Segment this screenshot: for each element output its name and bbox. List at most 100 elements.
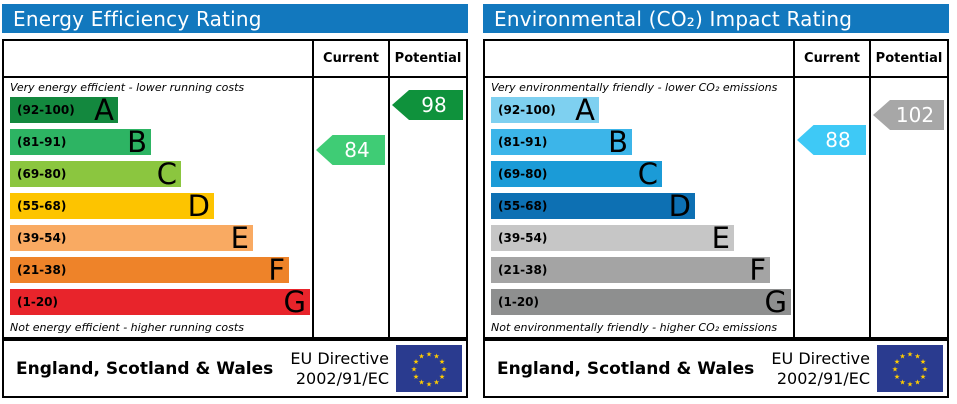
current-rating-arrow: 88 [797, 125, 866, 155]
svg-text:★: ★ [899, 379, 905, 387]
band-range: (39-54) [17, 231, 67, 245]
band-range: (21-38) [17, 263, 67, 277]
potential-column: 102 [869, 78, 947, 337]
svg-text:★: ★ [439, 373, 445, 381]
band-c: (69-80) C [10, 157, 181, 191]
band-c: (69-80) C [491, 157, 662, 191]
band-row-e: (39-54) E [10, 221, 310, 257]
band-range: (21-38) [498, 263, 548, 277]
band-row-d: (55-68) D [491, 192, 791, 225]
svg-text:★: ★ [894, 373, 900, 381]
svg-text:★: ★ [892, 366, 898, 374]
svg-text:★: ★ [411, 366, 417, 374]
band-letter: A [94, 93, 114, 127]
eu-directive-label: EU Directive 2002/91/EC [771, 349, 870, 388]
band-a: (92-100) A [10, 93, 118, 127]
rating-bands: (92-100) A (81-91) B (69-80) C [491, 93, 791, 321]
band-a: (92-100) A [491, 93, 599, 127]
bottom-caption: Not environmentally friendly - higher CO… [491, 321, 778, 334]
band-row-b: (81-91) B [491, 125, 791, 161]
energy-efficiency-panel: Energy Efficiency Rating Current Potenti… [2, 4, 468, 398]
band-d: (55-68) D [491, 192, 695, 221]
band-b: (81-91) B [491, 125, 632, 159]
svg-text:★: ★ [441, 366, 447, 374]
top-caption: Very energy efficient - lower running co… [10, 81, 245, 94]
footer: England, Scotland & Wales EU Directive 2… [483, 339, 949, 398]
band-row-a: (92-100) A [10, 93, 310, 129]
svg-text:★: ★ [914, 379, 920, 387]
top-caption: Very environmentally friendly - lower CO… [491, 81, 778, 94]
band-range: (92-100) [498, 103, 556, 117]
svg-text:★: ★ [413, 358, 419, 366]
band-d: (55-68) D [10, 189, 214, 223]
band-range: (81-91) [17, 135, 67, 149]
band-g: (1-20) G [10, 285, 310, 319]
rating-bands: (92-100) A (81-91) B (69-80) C [10, 93, 310, 321]
region-label: England, Scotland & Wales [16, 358, 274, 379]
current-column-header: Current [312, 41, 388, 78]
svg-text:★: ★ [433, 353, 439, 361]
svg-text:★: ★ [922, 366, 928, 374]
svg-text:★: ★ [439, 358, 445, 366]
band-range: (69-80) [498, 167, 548, 181]
eu-directive-line2: 2002/91/EC [776, 368, 870, 388]
panel-title: Energy Efficiency Rating [13, 6, 262, 31]
band-letter: G [283, 285, 306, 319]
potential-rating-value: 102 [895, 103, 935, 127]
band-row-c: (69-80) C [10, 157, 310, 193]
band-range: (55-68) [498, 199, 548, 213]
current-rating-value: 84 [344, 138, 370, 162]
eu-flag-icon: ★ ★ ★ ★ ★ ★ ★ ★ ★ ★ ★ ★ [877, 345, 943, 392]
band-range: (92-100) [17, 103, 75, 117]
band-row-b: (81-91) B [10, 125, 310, 161]
band-letter: D [187, 189, 210, 223]
svg-text:★: ★ [433, 379, 439, 387]
band-letter: B [608, 125, 628, 159]
potential-column: 98 [388, 78, 466, 337]
eu-directive-label: EU Directive 2002/91/EC [290, 349, 389, 388]
band-letter: G [764, 285, 787, 319]
band-row-e: (39-54) E [491, 221, 791, 257]
eu-directive-line2: 2002/91/EC [295, 368, 389, 388]
eu-directive-line1: EU Directive [290, 348, 389, 368]
band-row-f: (21-38) F [10, 256, 310, 289]
band-range: (81-91) [498, 135, 548, 149]
svg-text:★: ★ [426, 351, 432, 359]
svg-text:★: ★ [418, 353, 424, 361]
svg-text:★: ★ [413, 373, 419, 381]
bands-column: Very energy efficient - lower running co… [4, 78, 312, 337]
band-letter: F [749, 253, 766, 287]
band-letter: E [711, 221, 730, 255]
bands-column: Very environmentally friendly - lower CO… [485, 78, 793, 337]
current-column: 84 [312, 78, 388, 337]
svg-text:★: ★ [920, 358, 926, 366]
band-letter: A [575, 93, 595, 127]
svg-text:★: ★ [899, 353, 905, 361]
eu-directive-line1: EU Directive [771, 348, 870, 368]
bottom-caption: Not energy efficient - higher running co… [10, 321, 244, 334]
band-range: (1-20) [498, 295, 539, 309]
band-letter: C [156, 157, 177, 191]
region-label: England, Scotland & Wales [497, 358, 755, 379]
band-e: (39-54) E [491, 221, 734, 255]
band-range: (1-20) [17, 295, 58, 309]
band-f: (21-38) F [491, 253, 770, 287]
header-spacer [4, 41, 312, 78]
potential-column-header: Potential [869, 41, 947, 78]
band-range: (69-80) [17, 167, 67, 181]
environmental-impact-panel: Environmental (CO₂) Impact Rating Curren… [483, 4, 949, 398]
current-column: 88 [793, 78, 869, 337]
svg-text:★: ★ [914, 353, 920, 361]
potential-column-header: Potential [388, 41, 466, 78]
band-letter: B [127, 125, 147, 159]
band-f: (21-38) F [10, 256, 289, 285]
current-rating-arrow: 84 [316, 135, 385, 165]
band-row-a: (92-100) A [491, 93, 791, 129]
svg-text:★: ★ [418, 379, 424, 387]
band-letter: C [637, 157, 658, 191]
svg-text:★: ★ [907, 381, 913, 389]
svg-text:★: ★ [907, 351, 913, 359]
band-letter: E [230, 221, 249, 255]
eu-flag-icon: ★ ★ ★ ★ ★ ★ ★ ★ ★ ★ ★ ★ [396, 345, 462, 392]
